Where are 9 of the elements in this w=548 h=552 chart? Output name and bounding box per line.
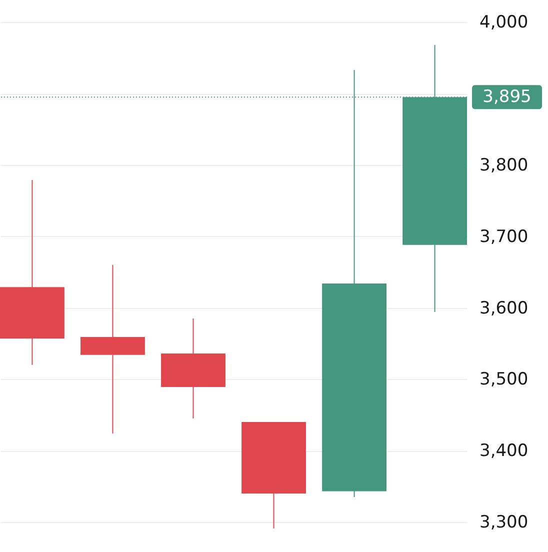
- y-tick-label: 3,800: [480, 155, 528, 176]
- y-tick-label: 3,500: [480, 370, 528, 390]
- candlestick: [80, 264, 145, 434]
- ref-line-label: 3,895: [482, 87, 532, 108]
- y-tick-label: 4,000: [480, 12, 528, 33]
- y-tick-label: 3,600: [480, 298, 528, 318]
- y-tick-label: 3,400: [480, 441, 528, 462]
- y-tick-label: 3,300: [480, 512, 528, 533]
- y-tick-label: 3,700: [480, 226, 528, 247]
